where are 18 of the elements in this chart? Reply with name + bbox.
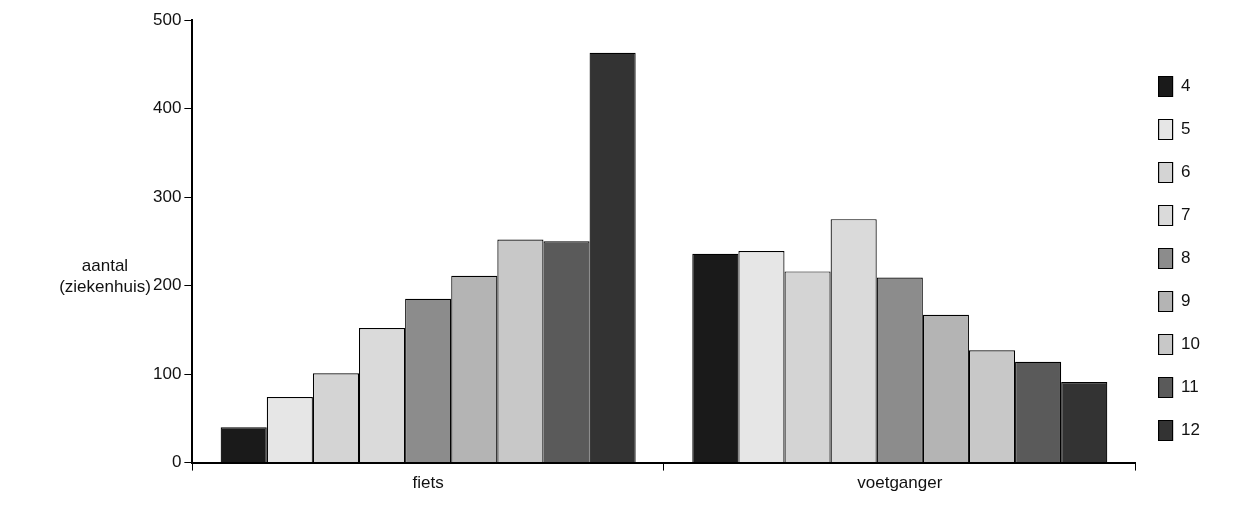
y-tick-label: 500 (152, 9, 182, 29)
y-axis-title: aantal (ziekenhuis) (59, 256, 151, 296)
y-tick-label: 400 (152, 98, 182, 118)
legend-label: 12 (1181, 420, 1201, 440)
y-tick-label: 200 (152, 275, 182, 295)
legend-label: 8 (1181, 248, 1191, 268)
legend-label: 6 (1181, 162, 1191, 182)
y-tick-label: 100 (152, 363, 182, 383)
legend-label: 4 (1181, 76, 1191, 96)
legend-label: 11 (1181, 377, 1199, 397)
x-tick-label: fiets (412, 473, 444, 493)
legend-label: 9 (1181, 291, 1191, 311)
legend-label: 7 (1181, 205, 1191, 225)
x-tick-label: voetganger (857, 473, 943, 493)
legend-label: 10 (1181, 334, 1201, 354)
legend-label: 5 (1181, 119, 1191, 139)
y-tick-label: 0 (171, 452, 182, 472)
y-tick-label: 300 (152, 186, 182, 206)
